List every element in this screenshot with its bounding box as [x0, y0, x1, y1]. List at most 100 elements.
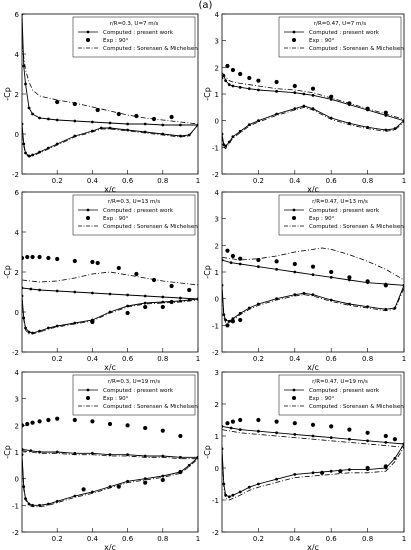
chart-title: r/R=0.47, U=7 m/s: [314, 21, 366, 27]
data-point-present-work: [22, 286, 24, 290]
data-point-present-work: [222, 258, 224, 262]
y-tick-label: -2: [12, 171, 19, 179]
data-point-present-work: [366, 439, 369, 443]
data-point-exp: [383, 433, 388, 439]
y-tick-label: 3: [215, 38, 219, 46]
data-point-present-work: [275, 297, 278, 301]
legend-marker-exp: [86, 38, 90, 42]
data-point-present-work: [311, 434, 315, 438]
data-point-present-work: [179, 455, 182, 459]
data-point-present-work: [402, 283, 404, 287]
data-point-present-work: [196, 455, 198, 459]
data-point-exp: [392, 437, 397, 442]
figure-caption: (a): [198, 0, 213, 11]
data-point-present-work: [126, 453, 129, 457]
y-tick-label: 2: [15, 269, 19, 277]
y-tick-label: 2: [215, 64, 219, 72]
data-point-exp: [116, 111, 121, 117]
legend-marker-exp: [292, 216, 296, 220]
data-point-present-work: [38, 329, 41, 333]
y-axis-label: -Cp: [203, 265, 212, 279]
y-tick-label: 0: [15, 476, 19, 484]
data-point-exp: [274, 79, 279, 85]
data-point-exp: [256, 257, 261, 263]
data-point-present-work: [108, 485, 112, 489]
data-point-exp: [347, 427, 352, 432]
data-point-present-work: [224, 79, 228, 83]
data-point-exp: [151, 116, 157, 122]
legend-label: Computed : present work: [103, 30, 174, 36]
x-tick-label: 1: [402, 177, 406, 185]
data-point-present-work: [27, 106, 31, 110]
data-point-exp: [292, 421, 297, 426]
y-tick-label: 2: [15, 91, 19, 99]
y-tick-label: 4: [215, 189, 220, 197]
legend-marker-present-work: [86, 388, 90, 392]
data-point-exp: [338, 469, 343, 474]
series-line-present-work: [22, 14, 198, 126]
data-point-present-work: [27, 502, 31, 506]
x-tick-label: 0.4: [87, 355, 99, 363]
data-point-exp: [178, 433, 183, 439]
x-tick-label: 0.6: [122, 535, 134, 543]
series-line-present-work: [222, 259, 404, 286]
plot-area: [22, 254, 198, 335]
data-point-exp: [225, 421, 230, 426]
y-tick-label: -1: [212, 322, 219, 330]
data-point-exp: [143, 304, 148, 310]
data-point-exp: [292, 261, 297, 267]
x-tick-label: 0.2: [253, 355, 264, 363]
data-point-present-work: [231, 135, 235, 139]
x-tick-label: 1: [196, 355, 200, 363]
data-point-present-work: [22, 453, 24, 457]
data-point-present-work: [329, 275, 333, 279]
y-tick-label: 2: [215, 242, 219, 250]
legend-marker-present-work: [292, 30, 296, 34]
data-point-exp: [329, 269, 334, 275]
chart-title: r/R=0.3, U=19 m/s: [108, 379, 160, 385]
data-point-present-work: [108, 453, 112, 457]
x-tick-label: 0.4: [87, 535, 99, 543]
data-point-present-work: [47, 502, 50, 506]
chart-panel-5: -2 -1 0 1 2 3 4 0.2 0.4 0.6 0.8 1 x/c -Cp r/R=0.3, U=1…: [3, 369, 200, 550]
data-point-present-work: [22, 294, 24, 298]
data-point-present-work: [275, 267, 278, 271]
data-point-present-work: [143, 294, 147, 298]
data-point-present-work: [302, 92, 306, 96]
data-point-present-work: [384, 441, 388, 444]
data-point-present-work: [55, 450, 59, 454]
data-point-present-work: [275, 431, 278, 435]
data-point-present-work: [384, 307, 388, 311]
legend-marker-present-work: [292, 208, 296, 212]
data-point-present-work: [227, 83, 231, 87]
series-line-present-work: [222, 285, 404, 322]
data-point-present-work: [293, 107, 297, 111]
data-point-present-work: [311, 293, 315, 297]
data-point-present-work: [231, 493, 235, 497]
data-point-exp: [310, 264, 316, 269]
y-tick-label: 1: [215, 433, 219, 441]
x-axis-label: x/c: [307, 543, 319, 550]
data-point-exp: [230, 419, 236, 424]
x-tick-label: 0.6: [122, 177, 134, 185]
data-point-exp: [238, 256, 243, 261]
y-axis-label: -Cp: [203, 445, 212, 459]
data-point-present-work: [73, 494, 77, 498]
data-point-present-work: [247, 87, 251, 91]
data-point-present-work: [22, 14, 24, 16]
data-point-exp: [238, 317, 243, 323]
data-point-present-work: [227, 495, 231, 499]
plot-area: [222, 247, 404, 328]
x-tick-label: 0.4: [87, 177, 99, 185]
data-point-present-work: [55, 499, 59, 503]
data-point-exp: [22, 255, 25, 261]
legend-label: Exp : 90°: [309, 216, 335, 222]
data-point-exp: [72, 101, 77, 107]
y-tick-label: 2: [215, 401, 219, 409]
legend-box: [278, 16, 402, 58]
data-point-present-work: [27, 330, 31, 334]
data-point-exp: [90, 259, 95, 265]
data-point-exp: [247, 75, 252, 81]
data-point-exp: [95, 107, 100, 113]
